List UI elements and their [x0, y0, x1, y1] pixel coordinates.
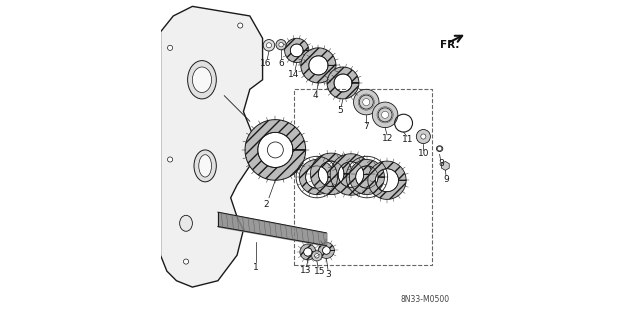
Text: 14: 14	[288, 70, 300, 78]
Circle shape	[437, 146, 442, 151]
Text: 8N33-M0500: 8N33-M0500	[401, 295, 450, 304]
Circle shape	[359, 95, 373, 109]
Text: 6: 6	[278, 59, 284, 68]
Ellipse shape	[199, 155, 212, 177]
Text: 11: 11	[402, 135, 413, 144]
Circle shape	[279, 42, 284, 47]
Text: 13: 13	[300, 266, 312, 275]
Ellipse shape	[436, 146, 443, 152]
Polygon shape	[310, 153, 352, 195]
Circle shape	[417, 130, 430, 144]
Text: 1: 1	[253, 263, 259, 272]
Text: 12: 12	[382, 134, 394, 143]
Circle shape	[315, 254, 319, 258]
Circle shape	[184, 259, 189, 264]
Circle shape	[266, 43, 271, 48]
Text: 10: 10	[418, 149, 429, 158]
Circle shape	[168, 45, 173, 50]
Polygon shape	[245, 120, 306, 180]
Circle shape	[421, 134, 426, 139]
Polygon shape	[327, 67, 359, 99]
Circle shape	[268, 142, 284, 158]
Polygon shape	[368, 161, 406, 199]
Polygon shape	[330, 154, 372, 195]
Circle shape	[263, 40, 275, 51]
Polygon shape	[300, 160, 334, 195]
Polygon shape	[301, 48, 336, 83]
Text: 5: 5	[337, 106, 343, 115]
Circle shape	[358, 94, 374, 110]
Circle shape	[363, 99, 370, 106]
Text: FR.: FR.	[440, 40, 459, 50]
Polygon shape	[285, 38, 309, 63]
Text: 15: 15	[314, 267, 325, 276]
Circle shape	[353, 89, 379, 115]
Text: 4: 4	[313, 91, 319, 100]
Ellipse shape	[188, 61, 216, 99]
Circle shape	[378, 108, 392, 122]
Text: 16: 16	[260, 59, 271, 68]
Text: 7: 7	[364, 122, 369, 131]
Ellipse shape	[194, 150, 216, 182]
Polygon shape	[161, 6, 262, 287]
Circle shape	[377, 107, 393, 123]
Text: 9: 9	[444, 175, 449, 184]
Polygon shape	[349, 160, 385, 195]
Ellipse shape	[193, 67, 212, 93]
Circle shape	[381, 111, 388, 118]
Polygon shape	[300, 244, 316, 260]
Text: 8: 8	[438, 160, 444, 168]
Polygon shape	[319, 242, 334, 258]
Text: 2: 2	[263, 200, 269, 209]
Text: 3: 3	[326, 270, 332, 279]
Circle shape	[168, 157, 173, 162]
Circle shape	[237, 23, 243, 28]
Circle shape	[276, 40, 286, 50]
Circle shape	[312, 251, 322, 261]
Ellipse shape	[180, 215, 193, 231]
Circle shape	[372, 102, 398, 128]
